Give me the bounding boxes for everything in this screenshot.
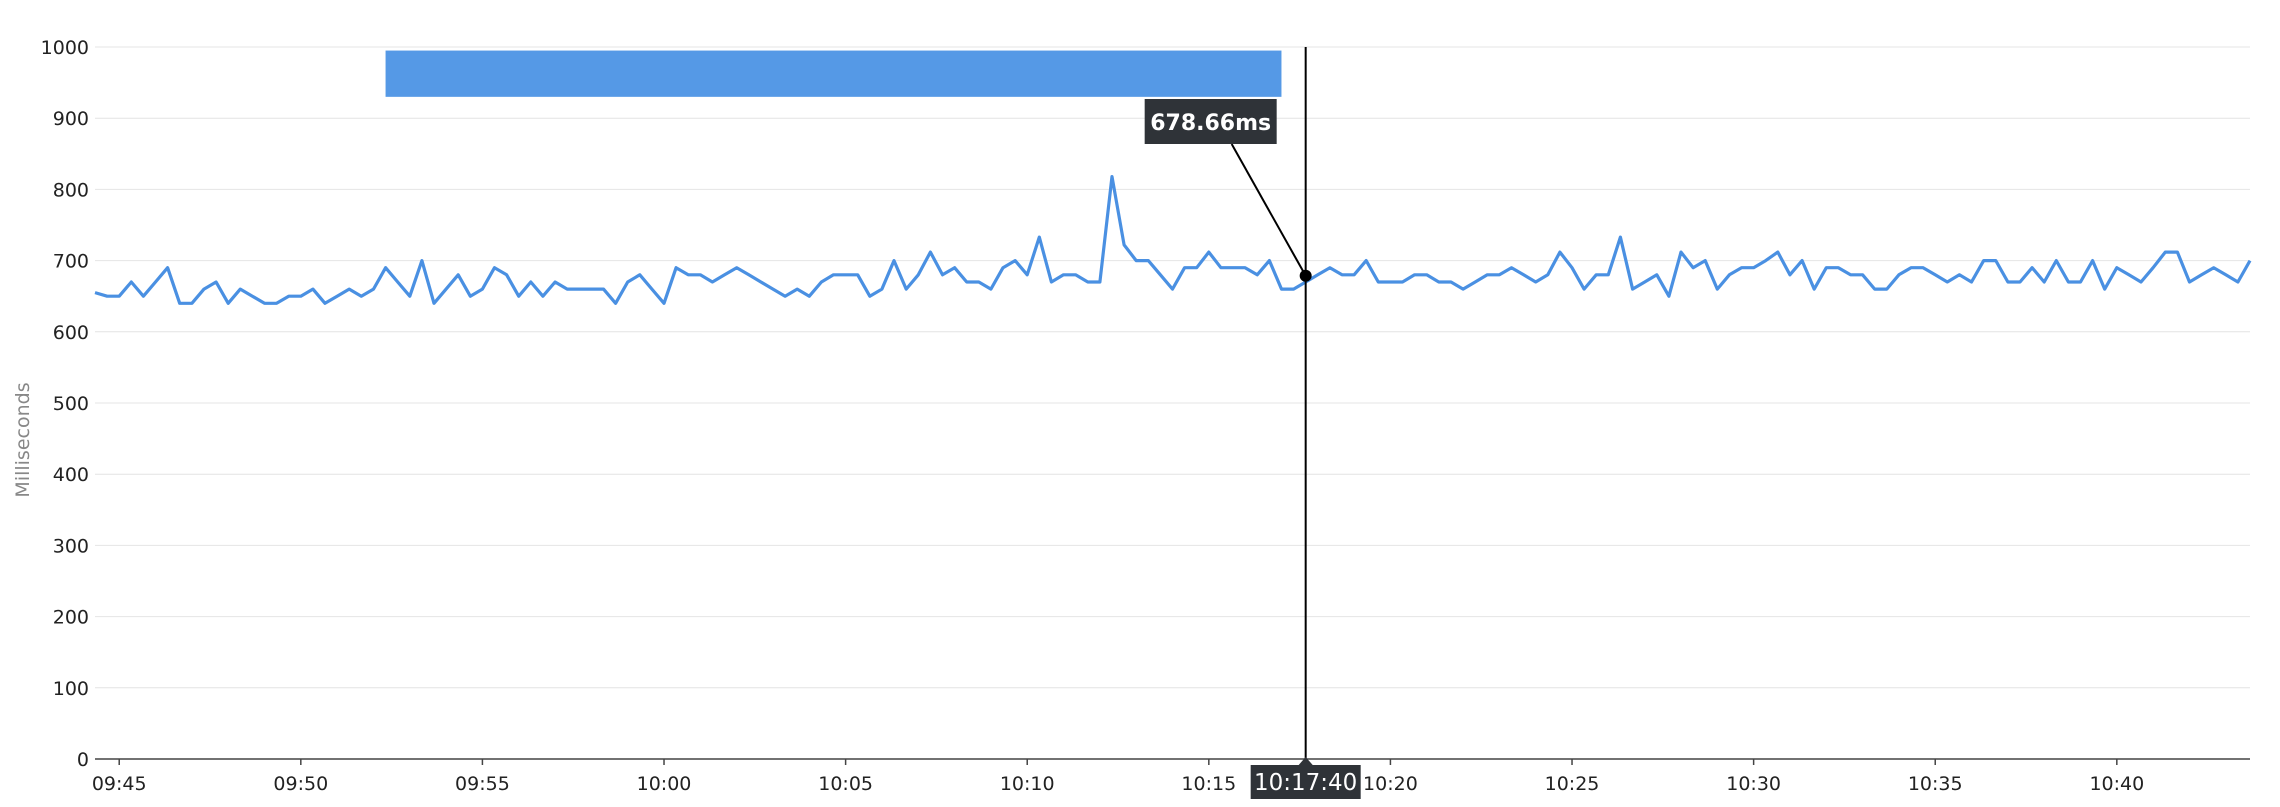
y-tick-label: 500 [53,393,89,415]
y-tick-label: 900 [53,108,89,130]
x-tick-label: 10:10 [1000,773,1055,795]
x-tick-label: 10:20 [1363,773,1418,795]
x-tick-label: 10:05 [818,773,873,795]
y-tick-label: 300 [53,535,89,557]
series-layer [94,175,2252,305]
highlight-band-layer [385,50,1282,97]
y-tick-label: 700 [53,251,89,273]
y-tick-label: 200 [53,607,89,629]
series-line [94,175,2252,305]
y-tick-label: 800 [53,179,89,201]
axes: 0 100 200 300 400 500 600 700 800 900 1000 09:45 09:… [41,37,2250,795]
highlight-band [385,50,1282,97]
x-tick-label: 10:40 [2089,773,2144,795]
time-badge-text: 10:17:40 [1254,770,1357,796]
y-axis-label: Milliseconds [12,382,34,497]
cursor-layer: 678.66ms 10:17:40 [1144,47,1361,799]
x-tick-label: 09:50 [273,773,328,795]
y-tick-label: 1000 [41,37,89,59]
y-tick-label: 600 [53,322,89,344]
x-tick-label: 10:25 [1545,773,1600,795]
x-tick-label: 09:55 [455,773,510,795]
tooltip-leader [1230,143,1307,277]
x-tick-label: 10:30 [1726,773,1781,795]
y-tick-label: 100 [53,678,89,700]
time-badge-pointer [1298,757,1313,765]
y-tick-label: 0 [77,749,89,771]
value-tooltip-text: 678.66ms [1150,111,1271,136]
value-tooltip-box [1144,99,1277,144]
x-tick-label: 09:45 [92,773,147,795]
x-tick-label: 10:00 [637,773,692,795]
x-tick-label: 10:15 [1181,773,1236,795]
y-tick-label: 400 [53,464,89,486]
x-tick-label: 10:35 [1908,773,1963,795]
time-badge-box [1250,765,1361,799]
